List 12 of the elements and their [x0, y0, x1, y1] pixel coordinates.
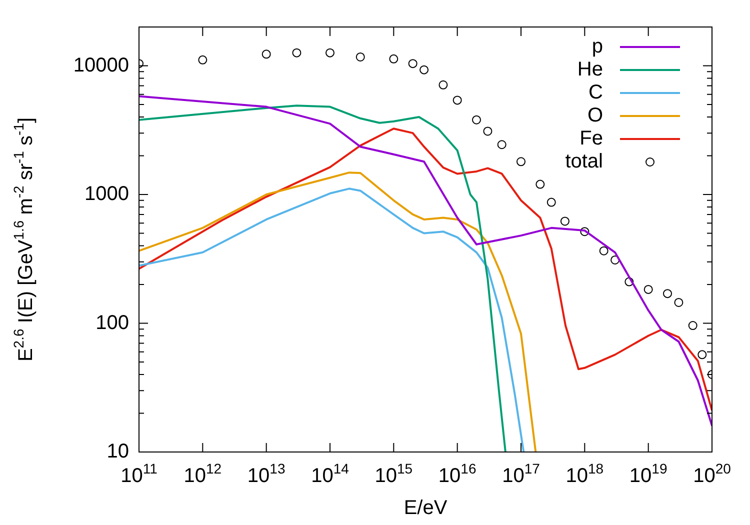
legend-label: C [588, 82, 603, 104]
y-tick-label: 10000 [73, 54, 129, 76]
legend-label: p [592, 36, 603, 58]
y-tick-label: 10 [106, 440, 129, 463]
y-tick-label: 1000 [84, 183, 129, 206]
y-tick-label: 100 [96, 312, 129, 334]
legend-label: He [577, 58, 603, 81]
legend-label: Fe [580, 128, 603, 150]
legend-label: total [565, 150, 603, 173]
x-axis-title: E/eV [404, 497, 448, 519]
text: E2.6 I(E) [GeV1.6 m-2 sr-1 s-1] [10, 117, 37, 362]
legend-label: O [587, 104, 603, 127]
